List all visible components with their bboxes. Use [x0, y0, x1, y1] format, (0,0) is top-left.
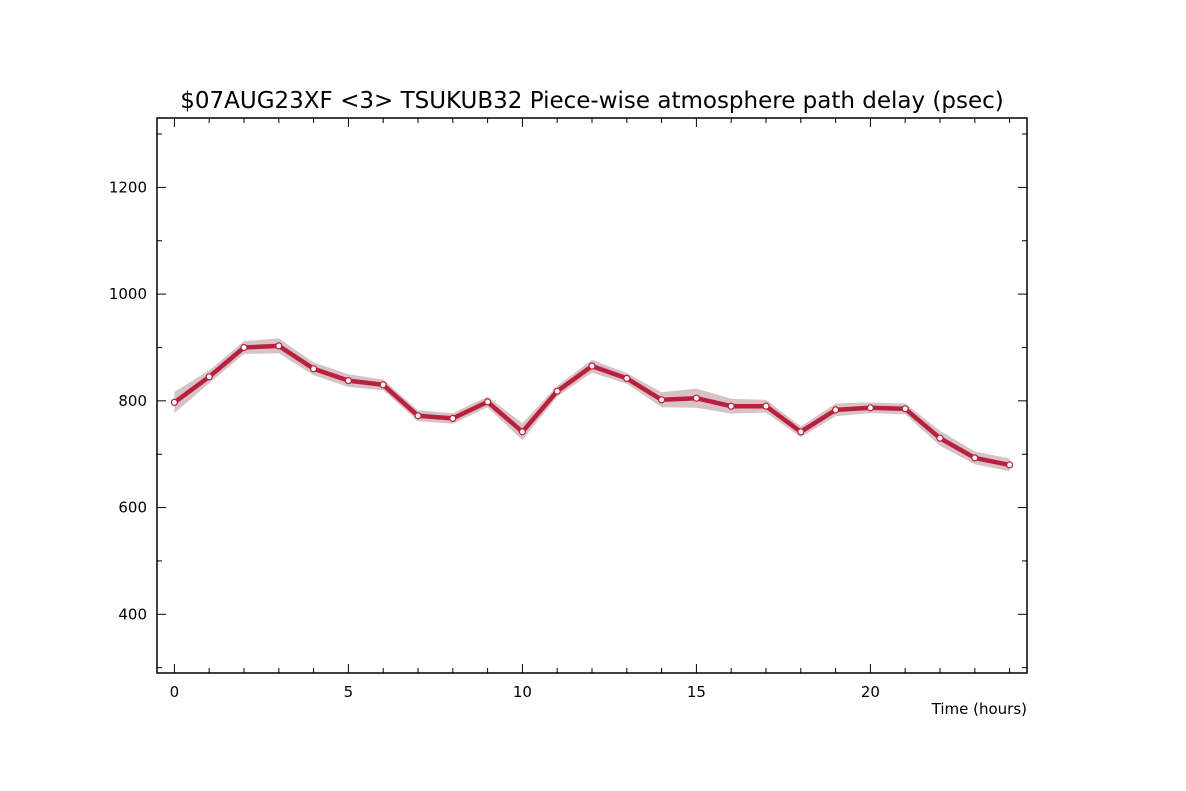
x-tick-label: 10 — [513, 683, 532, 701]
x-tick-label: 5 — [344, 683, 354, 701]
data-point — [553, 387, 561, 395]
data-point — [831, 406, 840, 414]
data-point — [727, 402, 735, 410]
data-point — [692, 394, 701, 402]
data-point — [449, 414, 457, 422]
data-point — [971, 454, 979, 462]
data-point — [866, 404, 875, 412]
data-point — [762, 402, 770, 410]
y-tick-label: 1200 — [109, 178, 147, 196]
data-point — [240, 343, 248, 352]
data-point — [1005, 461, 1014, 469]
data-point — [275, 342, 283, 350]
y-tick-labels: 400 600 800 1000 1200 — [109, 178, 147, 623]
x-tick-labels: 0 5 10 15 20 — [170, 683, 880, 701]
data-point — [344, 377, 352, 385]
x-tick-label: 20 — [861, 683, 880, 701]
data-point — [484, 398, 492, 406]
data-point — [310, 365, 318, 373]
y-tick-label: 800 — [118, 392, 147, 410]
data-point — [414, 412, 422, 420]
x-axis-label: Time (hours) — [931, 700, 1027, 718]
data-point — [518, 428, 527, 436]
y-tick-label: 1000 — [109, 285, 147, 303]
data-point-layer — [170, 342, 1014, 469]
data-point — [170, 398, 178, 406]
axis-ticks — [157, 118, 1027, 673]
data-point — [623, 374, 631, 382]
data-point — [379, 381, 387, 389]
data-point — [588, 362, 596, 370]
data-point — [797, 428, 805, 436]
data-point — [205, 373, 213, 381]
x-tick-label: 0 — [170, 683, 180, 701]
y-tick-label: 600 — [118, 499, 147, 517]
data-point — [901, 405, 909, 413]
y-tick-label: 400 — [118, 605, 147, 623]
data-point — [657, 396, 666, 404]
data-point — [936, 434, 944, 442]
chart-title: $07AUG23XF <3> TSUKUB32 Piece-wise atmos… — [180, 88, 1004, 114]
x-tick-label: 15 — [687, 683, 706, 701]
plot-frame — [156, 117, 1028, 674]
